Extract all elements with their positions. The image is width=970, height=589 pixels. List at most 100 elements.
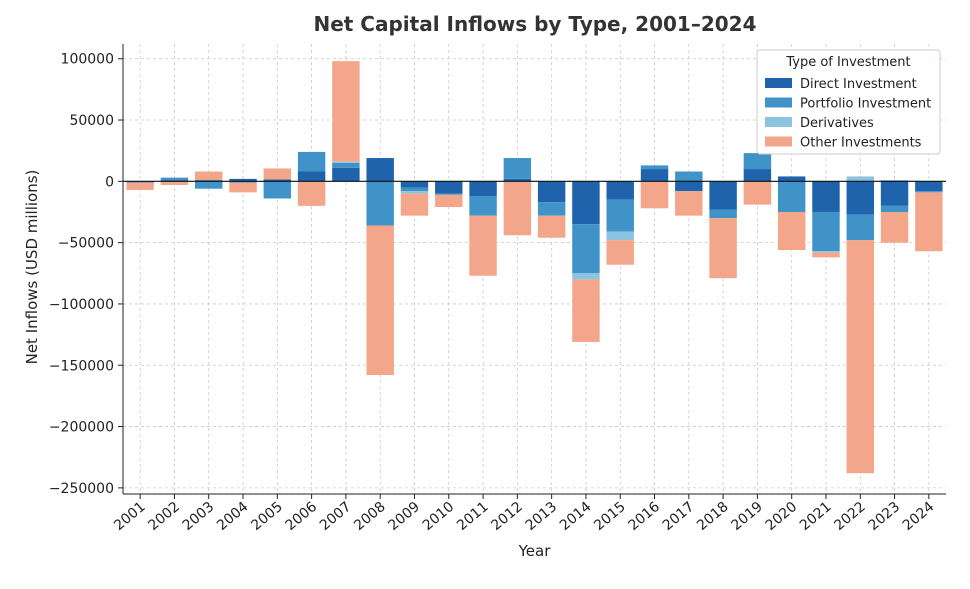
bar-direct-investment-2007 — [332, 167, 360, 182]
bar-direct-investment-2006 — [297, 171, 326, 182]
bar-portfolio-investment-2020 — [777, 181, 806, 212]
x-tick-label: 2015 — [591, 499, 629, 534]
bar-portfolio-investment-2022 — [846, 214, 874, 241]
y-tick-label: −150000 — [49, 358, 114, 374]
x-tick-label: 2002 — [145, 499, 183, 534]
y-tick-label: −100000 — [49, 297, 114, 313]
bar-direct-investment-2024 — [915, 181, 943, 192]
x-tick-label: 2005 — [248, 499, 286, 534]
bar-portfolio-investment-2005 — [263, 181, 292, 199]
bar-derivatives-2007 — [332, 161, 360, 163]
bar-portfolio-investment-2006 — [297, 151, 326, 172]
x-tick-label: 2024 — [900, 499, 938, 534]
y-tick-label: −200000 — [49, 420, 114, 436]
bar-direct-investment-2010 — [435, 181, 463, 194]
x-tick-label: 2014 — [557, 499, 595, 534]
bar-other-investments-2018 — [709, 218, 737, 279]
bar-portfolio-investment-2018 — [709, 209, 737, 219]
bar-direct-investment-2011 — [469, 181, 497, 197]
bar-other-investments-2009 — [400, 193, 429, 216]
legend-label-direct-investment: Direct Investment — [800, 77, 917, 92]
legend: Type of Investment Direct Investment Portf… — [756, 49, 941, 155]
x-tick-label: 2021 — [797, 499, 835, 534]
bar-direct-investment-2013 — [537, 181, 566, 203]
bar-portfolio-investment-2024 — [915, 191, 943, 193]
x-tick-label: 2020 — [763, 499, 801, 534]
bar-other-investments-2019 — [743, 181, 772, 205]
bar-portfolio-investment-2015 — [606, 199, 634, 232]
y-tick-label: −50000 — [58, 236, 114, 252]
bar-portfolio-investment-2016 — [640, 165, 669, 170]
x-tick-label: 2022 — [831, 499, 869, 534]
bar-derivatives-2009 — [400, 191, 429, 194]
bar-direct-investment-2009 — [400, 181, 429, 188]
bar-direct-investment-2004 — [229, 178, 257, 182]
bar-other-investments-2007 — [332, 61, 360, 162]
grid-lines — [123, 44, 946, 494]
bar-derivatives-2014 — [572, 273, 600, 280]
x-tick-label: 2016 — [626, 499, 664, 534]
x-tick-label: 2023 — [866, 499, 904, 534]
bar-derivatives-2021 — [812, 251, 840, 253]
y-tick-label: −250000 — [49, 481, 114, 497]
legend-box — [756, 49, 941, 155]
legend-swatch-direct-investment — [765, 78, 792, 88]
bar-derivatives-2015 — [606, 231, 634, 241]
x-tick-label: 2007 — [317, 499, 355, 534]
bar-other-investments-2011 — [469, 215, 497, 276]
bar-portfolio-investment-2007 — [332, 162, 360, 168]
legend-label-portfolio-investment: Portfolio Investment — [800, 97, 931, 112]
x-tick-label: 2003 — [180, 499, 218, 534]
bar-portfolio-investment-2019 — [743, 153, 772, 170]
bar-portfolio-investment-2023 — [880, 205, 909, 212]
bar-other-investments-2016 — [640, 181, 669, 209]
x-tick-label: 2019 — [728, 499, 766, 534]
x-tick-label: 2004 — [214, 499, 252, 534]
y-tick-label: 100000 — [61, 52, 114, 68]
bar-portfolio-investment-2001 — [126, 181, 154, 183]
bar-portfolio-investment-2004 — [229, 181, 257, 183]
bar-portfolio-investment-2009 — [400, 187, 429, 192]
bar-other-investments-2021 — [812, 252, 840, 258]
bar-direct-investment-2019 — [743, 169, 772, 182]
legend-swatch-other-investments — [765, 136, 792, 147]
x-tick-label: 2008 — [351, 499, 389, 534]
bar-portfolio-investment-2011 — [469, 196, 497, 216]
bar-direct-investment-2003 — [195, 180, 223, 182]
bar-portfolio-investment-2012 — [503, 158, 532, 179]
bar-direct-investment-2022 — [846, 181, 874, 215]
bar-other-investments-2005 — [263, 168, 292, 180]
bar-portfolio-investment-2014 — [572, 224, 600, 274]
y-tick-label: 0 — [105, 174, 114, 190]
bar-portfolio-investment-2017 — [675, 171, 703, 182]
bar-portfolio-investment-2013 — [537, 202, 566, 216]
bar-direct-investment-2021 — [812, 181, 840, 212]
bar-direct-investment-2015 — [606, 181, 634, 200]
bar-other-investments-2017 — [675, 191, 703, 216]
bar-direct-investment-2016 — [640, 169, 669, 182]
chart-title: Net Capital Inflows by Type, 2001–2024 — [313, 12, 757, 36]
bars — [126, 61, 943, 474]
legend-swatch-derivatives — [765, 117, 792, 127]
x-tick-label: 2011 — [454, 499, 492, 534]
bar-other-investments-2014 — [572, 279, 600, 342]
bar-portfolio-investment-2021 — [812, 211, 840, 252]
bar-direct-investment-2017 — [675, 181, 703, 192]
bar-derivatives-2023 — [880, 180, 909, 182]
legend-swatch-portfolio-investment — [765, 97, 792, 108]
bar-other-investments-2024 — [915, 192, 943, 252]
bar-portfolio-investment-2002 — [160, 177, 189, 181]
bar-portfolio-investment-2003 — [195, 181, 223, 189]
legend-label-derivatives: Derivatives — [800, 116, 874, 131]
bar-other-investments-2020 — [777, 211, 806, 250]
y-axis-title: Net Inflows (USD millions) — [23, 170, 41, 365]
bar-other-investments-2004 — [229, 182, 257, 193]
bar-other-investments-2003 — [195, 171, 223, 181]
x-axis-title: Year — [518, 542, 552, 560]
legend-label-other-investments: Other Investments — [800, 136, 922, 151]
bar-portfolio-investment-2008 — [366, 181, 394, 226]
bar-other-investments-2023 — [880, 211, 909, 243]
bar-direct-investment-2005 — [263, 179, 292, 182]
x-tick-label: 2018 — [694, 499, 732, 534]
